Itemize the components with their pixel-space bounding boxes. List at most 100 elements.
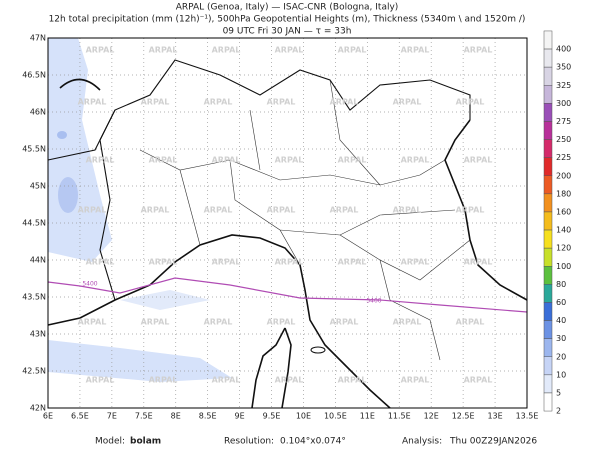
watermark: ARPAL — [330, 206, 359, 215]
colorbar-label: 225 — [556, 153, 571, 162]
watermark: ARPAL — [275, 258, 304, 267]
colorbar-label: 250 — [556, 135, 571, 144]
lat-label: 43N — [30, 330, 46, 339]
colorbar-box — [543, 175, 553, 195]
watermarks: ARPAL ARPAL ARPAL ARPAL ARPAL ARPAL ARPAL ARPAL… — [78, 46, 493, 385]
lat-label: 44.5N — [22, 219, 46, 228]
watermark: ARPAL — [141, 318, 170, 327]
contour-label: 5400 — [82, 281, 97, 288]
colorbar-label: 180 — [556, 189, 571, 198]
watermark: ARPAL — [78, 98, 107, 107]
colorbar: 400 350 325 300 275 250 225 200 180 160 140 120 100 8… — [543, 30, 571, 416]
coastline — [444, 119, 528, 301]
colorbar-box — [543, 302, 553, 321]
national-border — [99, 109, 116, 301]
watermark: ARPAL — [464, 156, 493, 165]
header-line: 12h total precipitation (mm (12h)⁻¹), 50… — [49, 15, 526, 25]
colorbar-box — [543, 338, 553, 357]
watermark: ARPAL — [204, 318, 233, 327]
national-border — [47, 59, 471, 161]
colorbar-label: 80 — [556, 280, 566, 289]
colorbar-label: 5 — [556, 388, 561, 397]
watermark: ARPAL — [86, 156, 115, 165]
colorbar-label: 30 — [556, 334, 566, 343]
colorbar-box — [543, 211, 553, 231]
colorbar-label: 275 — [556, 117, 571, 126]
lake — [59, 78, 101, 91]
watermark: ARPAL — [338, 46, 367, 55]
watermark: ARPAL — [204, 98, 233, 107]
watermark: ARPAL — [267, 98, 296, 107]
region-border — [139, 79, 471, 361]
watermark: ARPAL — [86, 46, 115, 55]
colorbar-box — [543, 247, 553, 267]
colorbar-box — [543, 30, 553, 50]
colorbar-box — [543, 320, 553, 339]
lon-label: 10E — [296, 412, 311, 421]
watermark: ARPAL — [330, 318, 359, 327]
header-line: 09 UTC Fri 30 JAN — τ = 33h — [223, 27, 352, 37]
watermark: ARPAL — [338, 376, 367, 385]
lon-label: 11.5E — [388, 412, 411, 421]
watermark: ARPAL — [330, 98, 359, 107]
watermark: ARPAL — [401, 376, 430, 385]
watermark: ARPAL — [393, 206, 422, 215]
contour-5400 — [47, 277, 528, 313]
colorbar-box — [543, 121, 553, 140]
colorbar-label: 300 — [556, 99, 571, 108]
island — [310, 346, 326, 354]
watermark: ARPAL — [267, 318, 296, 327]
precip-area — [48, 340, 232, 382]
colorbar-label: 140 — [556, 226, 571, 235]
lon-label: 6.5E — [71, 412, 89, 421]
lat-label: 42.5N — [22, 367, 46, 376]
watermark: ARPAL — [78, 206, 107, 215]
watermark: ARPAL — [78, 318, 107, 327]
watermark: ARPAL — [149, 156, 178, 165]
colorbar-box — [543, 66, 553, 86]
colorbar-box — [543, 356, 553, 376]
geography — [47, 59, 528, 409]
lat-label: 46N — [30, 108, 46, 117]
lat-label: 45N — [30, 182, 46, 191]
lon-label: 12.5E — [452, 412, 475, 421]
lat-label: 45.5N — [22, 145, 46, 154]
lon-label: 7.5E — [135, 412, 153, 421]
precip-area — [120, 290, 210, 310]
lon-label: 8.5E — [199, 412, 217, 421]
coastline — [47, 234, 391, 409]
footer-value: 0.104°x0.074° — [280, 437, 346, 447]
lon-label: 7E — [107, 412, 117, 421]
colorbar-box — [543, 266, 553, 285]
colorbar-box — [543, 157, 553, 176]
lon-label: 9E — [235, 412, 245, 421]
grid — [48, 38, 527, 408]
colorbar-box — [543, 284, 553, 303]
watermark: ARPAL — [86, 376, 115, 385]
colorbar-label: 100 — [556, 262, 571, 271]
lon-label: 6E — [43, 412, 53, 421]
lon-label: 13E — [487, 412, 502, 421]
watermark: ARPAL — [275, 156, 304, 165]
footer-label: Resolution: — [224, 437, 274, 447]
colorbar-label: 10 — [556, 370, 566, 379]
map-area — [48, 38, 527, 408]
lon-label: 11E — [360, 412, 375, 421]
colorbar-label: 2 — [556, 407, 561, 416]
colorbar-box — [543, 229, 553, 249]
map-frame — [47, 37, 528, 409]
watermark: ARPAL — [149, 376, 178, 385]
watermark: ARPAL — [149, 258, 178, 267]
watermark: ARPAL — [212, 376, 241, 385]
colorbar-box — [543, 48, 553, 68]
colorbar-box — [543, 139, 553, 158]
colorbar-label: 400 — [556, 45, 571, 54]
lon-label: 8E — [171, 412, 181, 421]
watermark: ARPAL — [464, 376, 493, 385]
precip-area — [57, 131, 67, 139]
coastline — [251, 327, 292, 409]
colorbar-box — [543, 392, 553, 412]
colorbar-label: 20 — [556, 352, 566, 361]
footer-label: Analysis: — [402, 437, 442, 447]
